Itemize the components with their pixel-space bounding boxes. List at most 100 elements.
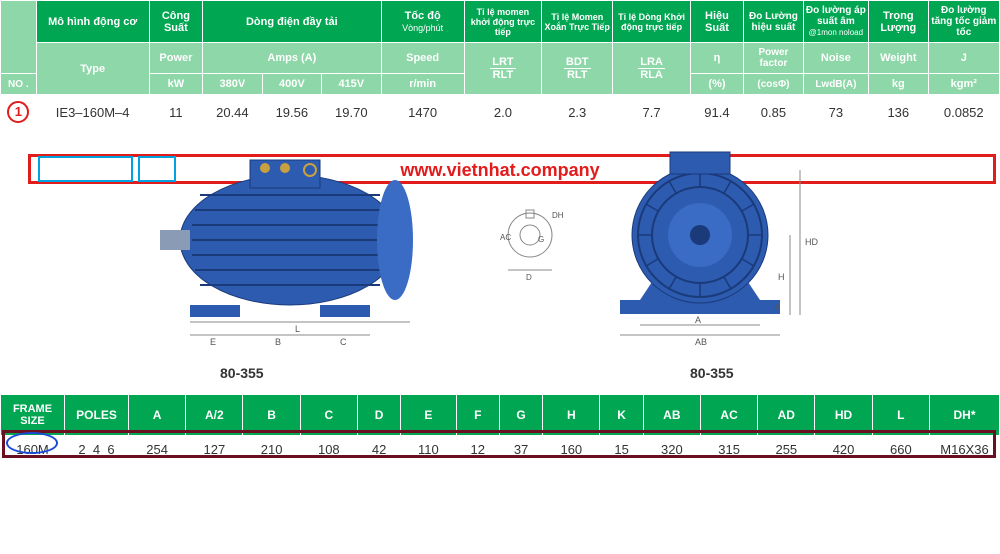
hdr-weight2: Weight xyxy=(869,43,928,74)
hdr-noise2: Noise xyxy=(803,43,868,74)
dim-hdr-k: K xyxy=(600,395,643,436)
spec-table: Mô hình động cơ Công Suất Dòng điện đầy … xyxy=(0,0,1000,130)
hdr-noise: Đo lường áp suất âm @1mon noload xyxy=(803,1,868,43)
dim-f: 12 xyxy=(456,436,499,464)
svg-text:H: H xyxy=(778,272,785,282)
hdr-lwdb: LwdB(A) xyxy=(803,74,868,95)
svg-text:L: L xyxy=(295,324,300,334)
dim-dh: M16X36 xyxy=(930,436,1000,464)
hdr-weight: Trọng Lượng xyxy=(869,1,928,43)
fig-label-left: 80-355 xyxy=(220,365,264,381)
dim-e: 110 xyxy=(401,436,456,464)
svg-text:DH: DH xyxy=(552,211,564,220)
svg-text:G: G xyxy=(538,235,544,244)
cell-eff: 91.4 xyxy=(690,95,744,130)
dim-h: 160 xyxy=(543,436,600,464)
cell-speed: 1470 xyxy=(381,95,464,130)
dim-ac: 315 xyxy=(700,436,757,464)
hdr-kg: kg xyxy=(869,74,928,95)
dim-hdr-dh: DH* xyxy=(930,395,1000,436)
hdr-j: J xyxy=(928,43,999,74)
dim-hdr-c: C xyxy=(300,395,357,436)
dim-data-row: 160M 2 4 6 254 127 210 108 42 110 12 37 … xyxy=(1,436,1000,464)
watermark-text: www.vietnhat.company xyxy=(400,160,599,181)
dim-hdr-g: G xyxy=(499,395,542,436)
cell-weight: 136 xyxy=(869,95,928,130)
svg-text:C: C xyxy=(340,337,347,347)
dim-ad: 255 xyxy=(758,436,815,464)
hdr-pf: Đo Lường hiệu suất xyxy=(744,1,803,43)
hdr-amps: Amps (A) xyxy=(203,43,381,74)
hdr-accel: Đo lường tăng tốc giảm tốc xyxy=(928,1,999,43)
dim-g: 37 xyxy=(499,436,542,464)
dim-hdr-a2: A/2 xyxy=(186,395,243,436)
hdr-bdt: Tỉ lệ Momen Xoắn Trực Tiếp xyxy=(542,1,613,43)
hdr-lra: Tỉ lệ Dòng Khởi động trực tiếp xyxy=(613,1,690,43)
hdr-pct: (%) xyxy=(690,74,744,95)
shaft-detail: DH AC D G xyxy=(490,200,570,290)
hdr-power2: Power xyxy=(149,43,203,74)
dim-hdr-a: A xyxy=(129,395,186,436)
hdr-type: Type xyxy=(36,43,149,95)
dim-c: 108 xyxy=(300,436,357,464)
hdr-415v: 415V xyxy=(322,74,381,95)
hdr-eff: Hiệu Suất xyxy=(690,1,744,43)
svg-text:AC: AC xyxy=(500,233,511,242)
svg-text:AB: AB xyxy=(695,337,707,347)
dim-a2: 127 xyxy=(186,436,243,464)
hdr-current: Dòng điện đầy tải xyxy=(203,1,381,43)
dim-hd: 420 xyxy=(815,436,872,464)
hdr-no: NO . xyxy=(1,74,37,95)
dim-frame: 160M xyxy=(1,436,65,464)
dim-hdr-frame: FRAME SIZE xyxy=(1,395,65,436)
dim-l: 660 xyxy=(872,436,929,464)
hdr-eta: η xyxy=(690,43,744,74)
svg-text:B: B xyxy=(275,337,281,347)
cell-400v: 19.56 xyxy=(262,95,321,130)
hdr-kw: kW xyxy=(149,74,203,95)
hdr-380v: 380V xyxy=(203,74,262,95)
dim-poles: 2 4 6 xyxy=(65,436,129,464)
dim-b: 210 xyxy=(243,436,300,464)
svg-text:A: A xyxy=(695,315,701,325)
hdr-lra2: LRARLA xyxy=(613,43,690,95)
dim-d: 42 xyxy=(357,436,400,464)
dim-a: 254 xyxy=(129,436,186,464)
dim-hdr-h: H xyxy=(543,395,600,436)
hdr-rmin: r/min xyxy=(381,74,464,95)
dim-hdr-poles: POLES xyxy=(65,395,129,436)
cell-lra: 7.7 xyxy=(613,95,690,130)
dim-hdr-f: F xyxy=(456,395,499,436)
row-number-badge: 1 xyxy=(7,101,29,123)
dim-hdr-e: E xyxy=(401,395,456,436)
svg-text:D: D xyxy=(526,273,532,282)
cell-lrt: 2.0 xyxy=(464,95,541,130)
dimensions-table: FRAME SIZE POLES A A/2 B C D E F G H K A… xyxy=(0,394,1000,463)
diagram-area: E B C L DH AC D G xyxy=(0,130,1000,390)
svg-text:K: K xyxy=(775,303,781,312)
dim-hdr-l: L xyxy=(872,395,929,436)
fig-label-right: 80-355 xyxy=(690,365,734,381)
hdr-pf2: Power factor xyxy=(744,43,803,74)
hdr-cos: (cosΦ) xyxy=(744,74,803,95)
hdr-power: Công Suất xyxy=(149,1,203,43)
dim-hdr-ac: AC xyxy=(700,395,757,436)
cell-380v: 20.44 xyxy=(203,95,262,130)
cell-bdt: 2.3 xyxy=(542,95,613,130)
dim-ab: 320 xyxy=(643,436,700,464)
hdr-bdt2: BDTRLT xyxy=(542,43,613,95)
hdr-lrt2: LRTRLT xyxy=(464,43,541,95)
hdr-speed2: Speed xyxy=(381,43,464,74)
hdr-model: Mô hình động cơ xyxy=(36,1,149,43)
cell-noise: 73 xyxy=(803,95,868,130)
cell-kw: 11 xyxy=(149,95,203,130)
cell-j: 0.0852 xyxy=(928,95,999,130)
spec-data-row: 1 IE3–160M–4 11 20.44 19.56 19.70 1470 2… xyxy=(1,95,1000,130)
dim-header-row: FRAME SIZE POLES A A/2 B C D E F G H K A… xyxy=(1,395,1000,436)
dim-k: 15 xyxy=(600,436,643,464)
dim-hdr-ab: AB xyxy=(643,395,700,436)
dim-hdr-b: B xyxy=(243,395,300,436)
svg-text:E: E xyxy=(210,337,216,347)
cell-pf: 0.85 xyxy=(744,95,803,130)
svg-text:HD: HD xyxy=(805,237,818,247)
